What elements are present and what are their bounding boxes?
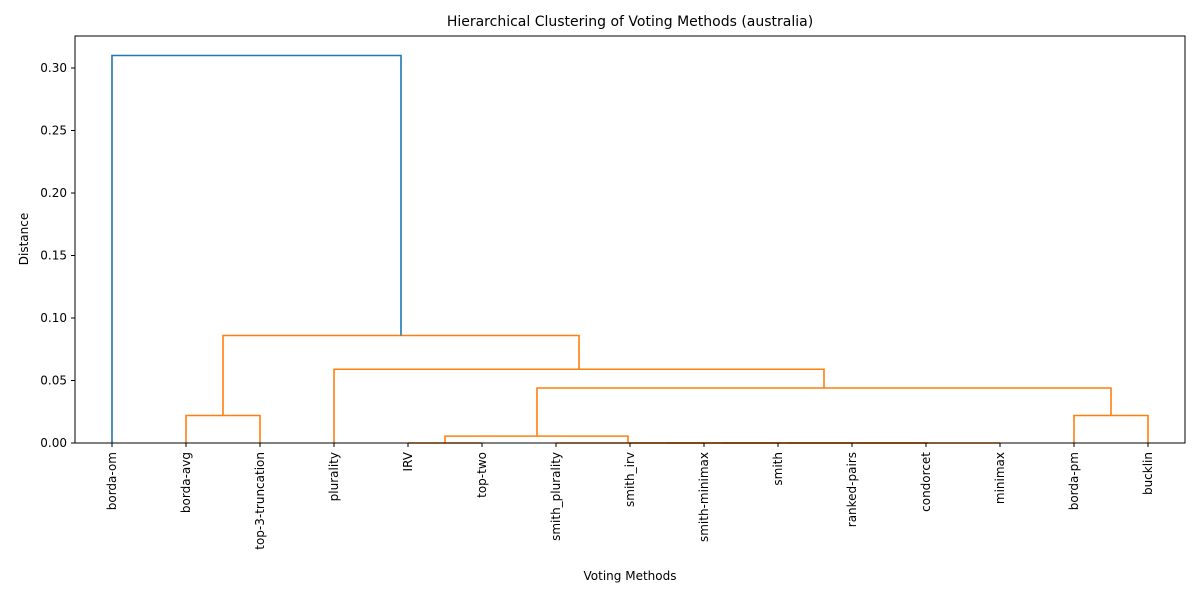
axes-frame [74,35,1186,444]
leaf-label: IRV [401,451,415,471]
y-tick-label: 0.25 [40,124,67,138]
leaf-label: top-3-truncation [253,452,267,550]
leaf-label: condorcet [919,452,933,512]
dendrogram-link [1073,414,1149,443]
leaf-label: bucklin [1141,452,1155,495]
y-tick-label: 0.10 [40,311,67,325]
leaf-label: smith [771,452,785,486]
y-axis-ticks: 0.00 0.05 0.10 0.15 0.20 0.25 0.30 [40,61,75,450]
leaf-label: top-two [475,452,489,498]
dendrogram-link [222,334,580,416]
leaf-label: smith_irv [623,452,637,507]
leaf-label: borda-avg [179,452,193,513]
dendrogram-link [111,54,402,443]
y-tick-label: 0.30 [40,61,67,75]
chart-title: Hierarchical Clustering of Voting Method… [446,14,814,30]
y-tick-label: 0.15 [40,249,67,263]
y-tick-label: 0.20 [40,186,67,200]
dendrogram-links [111,54,1149,444]
x-axis-ticks: borda-om borda-avg top-3-truncation plurali… [105,443,1155,550]
dendrogram-link [185,414,261,443]
leaf-label: smith_plurality [549,452,563,541]
x-axis-label: Voting Methods [583,569,677,583]
leaf-label: borda-om [105,452,119,510]
leaf-label: plurality [327,452,341,501]
leaf-label: borda-pm [1067,452,1081,510]
leaf-label: ranked-pairs [845,452,859,527]
dendrogram-link [444,435,629,443]
leaf-label: smith-minimax [697,452,711,542]
y-tick-label: 0.05 [40,374,67,388]
dendrogram-link [333,368,825,443]
y-tick-label: 0.00 [40,436,67,450]
dendrogram-link [536,387,1112,437]
leaf-label: minimax [993,452,1007,504]
